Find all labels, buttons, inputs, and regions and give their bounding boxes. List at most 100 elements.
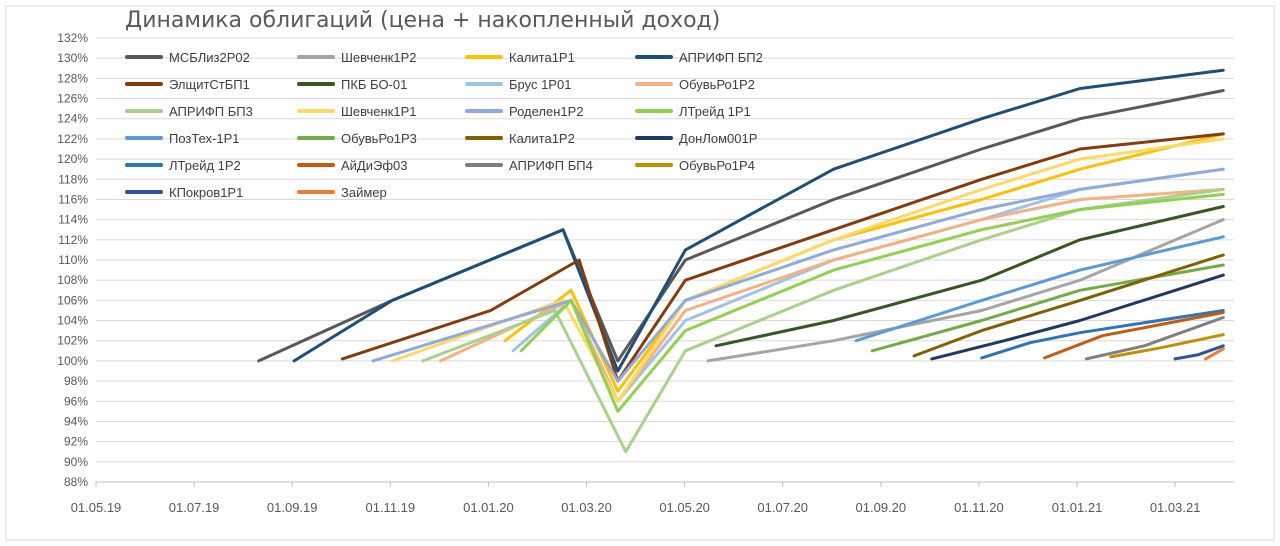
legend-swatch <box>635 55 673 59</box>
legend-swatch <box>635 109 673 113</box>
y-tick-label: 114% <box>58 213 88 227</box>
y-tick-label: 90% <box>64 455 88 469</box>
legend-item: ЛТрейд 1Р1 <box>635 101 751 121</box>
series-line <box>930 273 1225 361</box>
y-tick-label: 108% <box>57 273 88 287</box>
legend-item: Роделен1Р2 <box>465 101 584 121</box>
legend-swatch <box>465 109 503 113</box>
y-tick-label: 88% <box>64 475 88 489</box>
legend-item: ПКБ БО-01 <box>297 74 407 94</box>
series-line <box>340 132 1225 383</box>
y-tick-label: 116% <box>58 192 88 206</box>
legend-swatch <box>635 82 673 86</box>
legend-item: АйДиЭф03 <box>297 155 408 175</box>
legend-swatch <box>635 136 673 140</box>
legend-swatch <box>465 82 503 86</box>
legend-item: Шевченк1Р2 <box>297 47 416 67</box>
legend-item: АПРИФП БП3 <box>125 101 253 121</box>
legend-label: ПКБ БО-01 <box>341 76 408 92</box>
y-tick-label: 112% <box>58 233 88 247</box>
x-tick-label: 01.03.20 <box>561 500 612 515</box>
series-line <box>1173 344 1225 361</box>
x-tick-label: 01.07.20 <box>757 500 808 515</box>
series-line <box>714 205 1225 348</box>
legend-item: КПокров1Р1 <box>125 182 243 202</box>
legend-item: Брус 1Р01 <box>465 74 571 94</box>
y-tick-label: 102% <box>57 334 88 348</box>
legend-swatch <box>297 163 335 167</box>
legend-label: Займер <box>341 184 387 200</box>
x-tick-label: 01.11.19 <box>365 500 415 515</box>
legend-item: АПРИФП БП2 <box>635 47 763 67</box>
legend-swatch <box>465 163 503 167</box>
series-line <box>519 192 1225 413</box>
y-tick-label: 96% <box>64 394 88 408</box>
legend-item: МСБЛиз2Р02 <box>125 47 250 67</box>
x-tick-label: 01.03.21 <box>1150 500 1201 515</box>
x-tick-label: 01.01.20 <box>463 500 514 515</box>
legend-item: ЭлщитСтБП1 <box>125 74 250 94</box>
legend-label: ПозТех-1Р1 <box>169 130 240 146</box>
y-tick-label: 110% <box>58 253 88 267</box>
x-tick-label: 01.07.19 <box>169 500 220 515</box>
legend-item: ДонЛом001Р <box>635 128 757 148</box>
series-line <box>390 137 1225 403</box>
series-line <box>912 253 1225 358</box>
legend-item: ОбувьРо1Р2 <box>635 74 755 94</box>
legend-label: АйДиЭф03 <box>341 157 408 173</box>
legend-item: Шевченк1Р1 <box>297 101 416 121</box>
legend-label: ОбувьРо1Р2 <box>679 76 755 92</box>
legend-label: ОбувьРо1Р3 <box>341 130 417 146</box>
y-axis: 88% 90% 92% 94% 96% 98% 100% 102% 104% 106% 108% 11… <box>57 31 88 489</box>
legend-swatch <box>297 109 335 113</box>
legend-swatch <box>125 55 163 59</box>
legend-swatch <box>297 190 335 194</box>
y-tick-label: 122% <box>57 132 88 146</box>
series-line <box>854 235 1225 343</box>
legend-label: Калита1Р2 <box>509 130 575 146</box>
x-tick-label: 01.05.20 <box>659 500 710 515</box>
y-tick-label: 126% <box>57 92 88 106</box>
legend-item: Калита1Р2 <box>465 128 575 148</box>
y-tick-label: 104% <box>57 314 88 328</box>
plot-area <box>257 68 1225 454</box>
series-line <box>371 167 1225 383</box>
x-tick-label: 01.09.20 <box>856 500 907 515</box>
legend-swatch <box>125 163 163 167</box>
legend-label: АПРИФП БП3 <box>169 103 253 119</box>
series-line <box>980 309 1225 360</box>
legend-swatch <box>125 82 163 86</box>
legend-item: ПозТех-1Р1 <box>125 128 240 148</box>
legend-item: ОбувьРо1Р4 <box>635 155 755 175</box>
legend-swatch <box>635 163 673 167</box>
legend-label: Роделен1Р2 <box>509 103 584 119</box>
series-line <box>292 68 1225 373</box>
x-tick-label: 01.01.21 <box>1052 500 1103 515</box>
series-line <box>439 187 1225 403</box>
legend-swatch <box>297 55 335 59</box>
legend-swatch <box>125 109 163 113</box>
legend-label: ЛТрейд 1Р1 <box>679 103 751 119</box>
chart-title: Динамика облигаций (цена + накопленный д… <box>125 8 721 33</box>
legend-label: Брус 1Р01 <box>509 76 572 92</box>
legend-item: Займер <box>297 182 387 202</box>
y-tick-label: 94% <box>64 414 88 428</box>
series-line <box>1084 316 1225 361</box>
legend-swatch <box>297 136 335 140</box>
y-tick-label: 132% <box>57 31 88 45</box>
legend-label: МСБЛиз2Р02 <box>169 49 250 65</box>
series-line <box>1043 311 1225 360</box>
y-tick-label: 106% <box>57 293 88 307</box>
y-tick-label: 92% <box>64 435 88 449</box>
series-line <box>1204 347 1225 361</box>
y-tick-label: 124% <box>57 112 88 126</box>
legend-label: КПокров1Р1 <box>169 184 244 200</box>
y-tick-label: 120% <box>57 152 88 166</box>
legend-label: Шевченк1Р2 <box>341 49 417 65</box>
legend-item: ЛТрейд 1Р2 <box>125 155 241 175</box>
y-tick-label: 100% <box>57 354 88 368</box>
x-tick-label: 01.09.19 <box>267 500 318 515</box>
legend-swatch <box>465 55 503 59</box>
legend-item: АПРИФП БП4 <box>465 155 593 175</box>
